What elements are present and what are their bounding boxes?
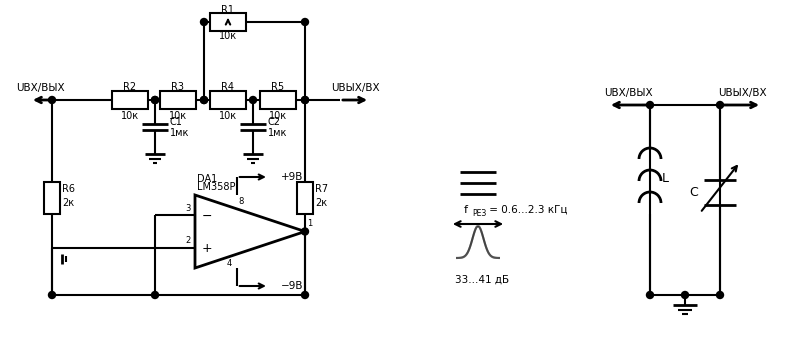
Circle shape [301,228,308,235]
Text: 2: 2 [185,236,191,245]
Text: 2к: 2к [315,198,327,208]
Bar [44,182,60,213]
Text: UВЫХ/ВХ: UВЫХ/ВХ [718,88,766,98]
Text: R1: R1 [221,5,234,15]
Text: 33...41 дБ: 33...41 дБ [455,275,509,285]
Circle shape [717,291,724,299]
Text: = 0.6...2.3 кГц: = 0.6...2.3 кГц [486,205,567,215]
Text: 4: 4 [226,258,232,267]
Circle shape [646,291,654,299]
Circle shape [49,97,55,103]
Text: 2к: 2к [62,198,74,208]
Circle shape [646,101,654,109]
Text: 10к: 10к [269,111,287,121]
Circle shape [201,97,208,103]
Circle shape [152,97,158,103]
Text: C: C [690,186,698,199]
Text: C1: C1 [170,117,183,127]
Text: R4: R4 [221,82,234,92]
Text: 10к: 10к [219,31,237,41]
Circle shape [152,97,158,103]
Bar [210,91,246,109]
Circle shape [49,291,55,299]
Text: +9В: +9В [280,172,303,182]
Text: −9В: −9В [280,281,304,291]
Circle shape [152,291,158,299]
Text: 10к: 10к [121,111,139,121]
Text: R5: R5 [272,82,284,92]
Text: 3: 3 [185,204,191,213]
Circle shape [301,18,308,26]
Text: 1мк: 1мк [170,128,189,138]
Circle shape [301,291,308,299]
Text: R2: R2 [123,82,137,92]
Bar [112,91,148,109]
Text: DA1: DA1 [197,174,217,184]
Circle shape [249,97,256,103]
Text: 10к: 10к [219,111,237,121]
Circle shape [682,291,689,299]
Circle shape [201,97,208,103]
Text: 10к: 10к [169,111,187,121]
Bar [297,182,313,213]
Bar [260,91,296,109]
Text: UВХ/ВЫХ: UВХ/ВЫХ [604,88,652,98]
Text: UВХ/ВЫХ: UВХ/ВЫХ [16,83,64,93]
Bar [210,13,246,31]
Text: f: f [464,205,468,215]
Bar [160,91,196,109]
Text: R7: R7 [315,184,328,194]
Text: −: − [202,210,213,223]
Text: 8: 8 [238,197,244,206]
Text: 1: 1 [308,219,312,228]
Text: РЕЗ: РЕЗ [472,209,487,218]
Circle shape [301,97,308,103]
Circle shape [301,97,308,103]
Text: 1мк: 1мк [268,128,288,138]
Text: C2: C2 [268,117,281,127]
Text: UВЫХ/ВХ: UВЫХ/ВХ [331,83,380,93]
Text: LM358P: LM358P [197,182,236,192]
Text: L: L [662,172,669,184]
Circle shape [201,18,208,26]
Text: R6: R6 [62,184,75,194]
Text: R3: R3 [172,82,185,92]
Circle shape [717,101,724,109]
Text: +: + [201,242,213,255]
